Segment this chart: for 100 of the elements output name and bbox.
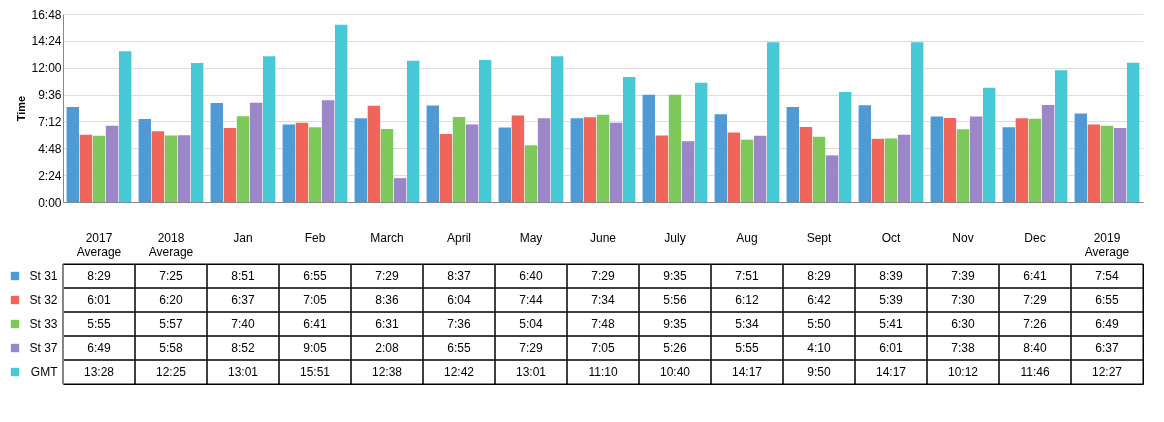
data-label: 7:54 (1095, 269, 1119, 283)
bar (838, 91, 852, 202)
y-tick-label: 0:00 (38, 195, 62, 210)
bar (151, 131, 165, 202)
bar (982, 87, 996, 202)
data-label: 7:29 (375, 269, 399, 283)
legend-label: St 31 (29, 269, 58, 283)
x-tick-label: Feb (304, 230, 326, 245)
bar (943, 118, 957, 202)
x-tick-label: June (589, 230, 617, 245)
data-label: 7:30 (951, 293, 975, 307)
bar (583, 117, 597, 202)
bar (786, 107, 800, 202)
bar (380, 129, 394, 202)
legend-label: St 32 (29, 293, 58, 307)
bar (105, 125, 119, 202)
data-label: 6:42 (807, 293, 831, 307)
bar (66, 107, 80, 202)
bar (210, 102, 224, 202)
y-tick-label: 7:12 (38, 114, 62, 129)
bar (354, 118, 368, 202)
bar (295, 122, 309, 202)
data-label: 7:05 (591, 341, 615, 355)
data-label: 5:58 (159, 341, 183, 355)
bar (825, 155, 839, 202)
data-label: 6:20 (159, 293, 183, 307)
bar (1002, 127, 1016, 202)
bar (642, 94, 656, 202)
data-label: 12:38 (371, 365, 403, 379)
bar (249, 102, 263, 202)
bar (1126, 62, 1140, 202)
data-label: 9:50 (807, 365, 831, 379)
bar (956, 129, 970, 202)
data-label: 8:36 (375, 293, 399, 307)
data-label: 13:28 (83, 365, 115, 379)
data-label: 7:48 (591, 317, 615, 331)
bar (897, 134, 911, 202)
bar (321, 100, 335, 202)
data-label: 7:05 (303, 293, 327, 307)
x-tick-label: Nov (952, 230, 974, 245)
data-label: 7:29 (519, 341, 543, 355)
data-label: 15:51 (299, 365, 331, 379)
data-label: 6:30 (951, 317, 975, 331)
data-label: 5:57 (159, 317, 183, 331)
bar (1113, 127, 1127, 202)
bar (1100, 125, 1114, 202)
x-tick-label: March (370, 230, 404, 245)
data-label: 12:27 (1091, 365, 1123, 379)
x-tick-label: 2017 Average (76, 230, 122, 259)
data-label: 7:25 (159, 269, 183, 283)
bar (969, 116, 983, 202)
bar (478, 59, 492, 202)
data-label: 5:41 (879, 317, 903, 331)
bar (884, 138, 898, 202)
data-label: 13:01 (227, 365, 259, 379)
bar (465, 124, 479, 202)
data-label: 6:41 (303, 317, 327, 331)
data-label: 5:55 (87, 317, 111, 331)
bar (537, 118, 551, 202)
bar (622, 77, 636, 202)
bar (79, 134, 93, 202)
bar (655, 135, 669, 202)
data-label: 5:55 (735, 341, 759, 355)
bar (452, 116, 466, 202)
data-label: 5:50 (807, 317, 831, 331)
data-label: 8:29 (807, 269, 831, 283)
bar (1015, 118, 1029, 202)
data-label: 6:01 (87, 293, 111, 307)
data-label: 11:10 (588, 365, 618, 379)
data-label: 6:04 (447, 293, 471, 307)
bar (766, 42, 780, 202)
x-tick-label: July (664, 230, 686, 245)
data-label: 6:40 (519, 269, 543, 283)
data-label: 7:29 (1023, 293, 1047, 307)
bar (223, 127, 237, 202)
bar (681, 141, 695, 202)
bar (406, 60, 420, 202)
bar (498, 127, 512, 202)
bar (812, 136, 826, 202)
x-tick-label: Jan (233, 230, 253, 245)
data-label: 6:41 (1023, 269, 1047, 283)
data-label: 7:40 (231, 317, 255, 331)
x-tick-label: Dec (1024, 230, 1046, 245)
y-tick-label: 9:36 (38, 88, 62, 103)
x-tick-label: Aug (736, 230, 758, 245)
bar (262, 56, 276, 202)
bar (727, 132, 741, 202)
data-label: 4:10 (807, 341, 831, 355)
data-label: 2:08 (375, 341, 399, 355)
data-label: 8:37 (447, 269, 471, 283)
bar (570, 118, 584, 202)
bar (871, 138, 885, 202)
data-label: 7:29 (591, 269, 615, 283)
bar (1087, 124, 1101, 202)
data-label: 6:31 (375, 317, 399, 331)
x-tick-label: May (519, 230, 543, 245)
bar (858, 105, 872, 202)
legend-label: GMT (30, 365, 59, 379)
data-label: 6:12 (735, 293, 759, 307)
data-label: 8:40 (1023, 341, 1047, 355)
